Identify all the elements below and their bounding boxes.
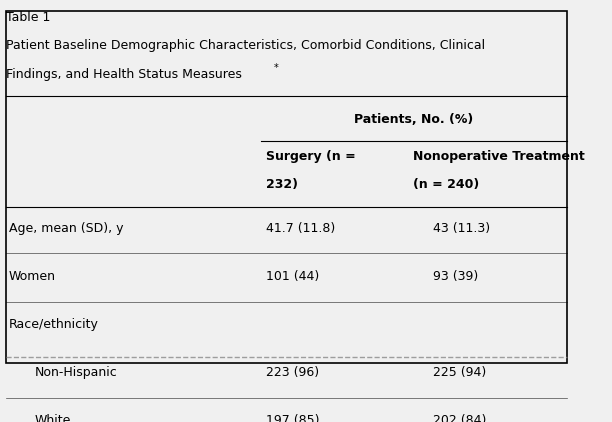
Text: 232): 232) [266, 178, 299, 191]
Text: 101 (44): 101 (44) [266, 270, 319, 283]
Text: (n = 240): (n = 240) [412, 178, 479, 191]
Text: 41.7 (11.8): 41.7 (11.8) [266, 222, 336, 235]
Text: Table 1: Table 1 [6, 11, 50, 24]
Text: Patient Baseline Demographic Characteristics, Comorbid Conditions, Clinical: Patient Baseline Demographic Characteris… [6, 39, 485, 52]
Text: Women: Women [9, 270, 56, 283]
Text: Surgery (n =: Surgery (n = [266, 150, 356, 163]
Text: Nonoperative Treatment: Nonoperative Treatment [412, 150, 584, 163]
Text: 43 (11.3): 43 (11.3) [433, 222, 490, 235]
Text: *: * [274, 62, 278, 73]
Text: 202 (84): 202 (84) [433, 414, 486, 422]
Text: Patients, No. (%): Patients, No. (%) [354, 113, 474, 126]
Text: White: White [34, 414, 71, 422]
Text: Age, mean (SD), y: Age, mean (SD), y [9, 222, 123, 235]
Text: Findings, and Health Status Measures: Findings, and Health Status Measures [6, 68, 242, 81]
Text: 223 (96): 223 (96) [266, 366, 319, 379]
Text: Race/ethnicity: Race/ethnicity [9, 318, 99, 331]
Text: 93 (39): 93 (39) [433, 270, 478, 283]
Text: Non-Hispanic: Non-Hispanic [34, 366, 117, 379]
Text: 197 (85): 197 (85) [266, 414, 320, 422]
Text: 225 (94): 225 (94) [433, 366, 486, 379]
